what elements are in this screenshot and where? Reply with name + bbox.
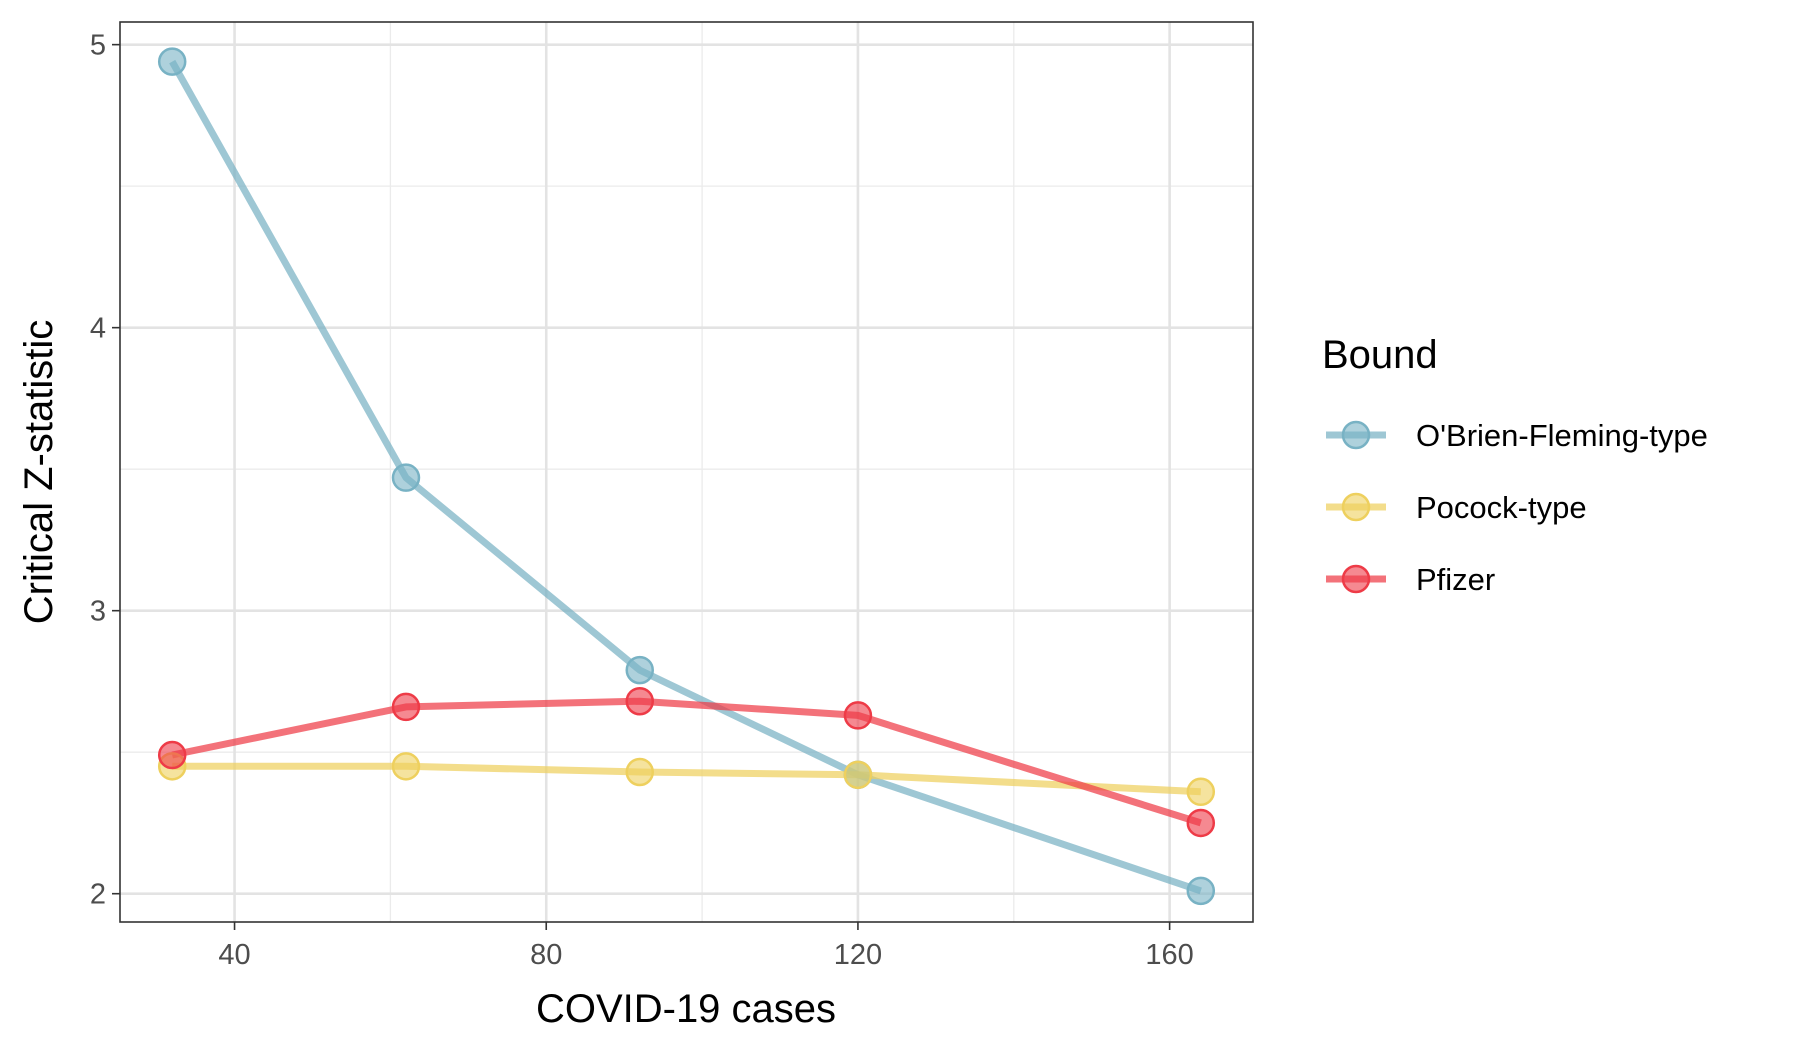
tick-labels: 40 80 120 160 2 3 4 5 bbox=[90, 30, 1194, 971]
data-point bbox=[157, 47, 187, 76]
data-point bbox=[1186, 777, 1216, 807]
data-point bbox=[391, 752, 421, 781]
legend-label: O'Brien-Fleming-type bbox=[1416, 418, 1708, 453]
data-point bbox=[391, 463, 421, 492]
data-point bbox=[843, 760, 873, 790]
data-point bbox=[1186, 808, 1216, 838]
data-point bbox=[625, 655, 654, 685]
x-tick-label: 80 bbox=[530, 939, 562, 971]
x-tick-label: 160 bbox=[1145, 939, 1193, 971]
y-tick-label: 3 bbox=[90, 596, 106, 628]
data-point bbox=[157, 740, 187, 770]
data-point bbox=[625, 757, 654, 787]
y-tick-label: 4 bbox=[90, 313, 106, 345]
legend-key-point bbox=[1341, 420, 1371, 450]
data-point bbox=[391, 692, 421, 722]
y-tick-label: 2 bbox=[90, 879, 106, 911]
x-axis-title: COVID-19 cases bbox=[536, 987, 836, 1031]
legend: Bound O'Brien-Fleming-type Pocock-type Pfi… bbox=[1322, 333, 1708, 597]
data-point bbox=[625, 686, 654, 716]
legend-key-point bbox=[1341, 492, 1371, 522]
grid-minor bbox=[120, 22, 1253, 922]
legend-key-point bbox=[1341, 564, 1371, 594]
data-point bbox=[843, 701, 873, 730]
data-point bbox=[1186, 876, 1216, 906]
grid-major bbox=[120, 22, 1253, 922]
axis-ticks bbox=[112, 43, 1171, 930]
x-tick-label: 40 bbox=[218, 939, 250, 971]
y-axis-title: Critical Z-statistic bbox=[17, 320, 61, 624]
series-points bbox=[157, 47, 1216, 906]
plot-border bbox=[119, 21, 1254, 923]
legend-label: Pocock-type bbox=[1416, 490, 1587, 525]
legend-title: Bound bbox=[1322, 333, 1438, 377]
legend-label: Pfizer bbox=[1416, 562, 1495, 597]
y-tick-label: 5 bbox=[90, 30, 106, 62]
x-tick-label: 120 bbox=[834, 939, 882, 971]
